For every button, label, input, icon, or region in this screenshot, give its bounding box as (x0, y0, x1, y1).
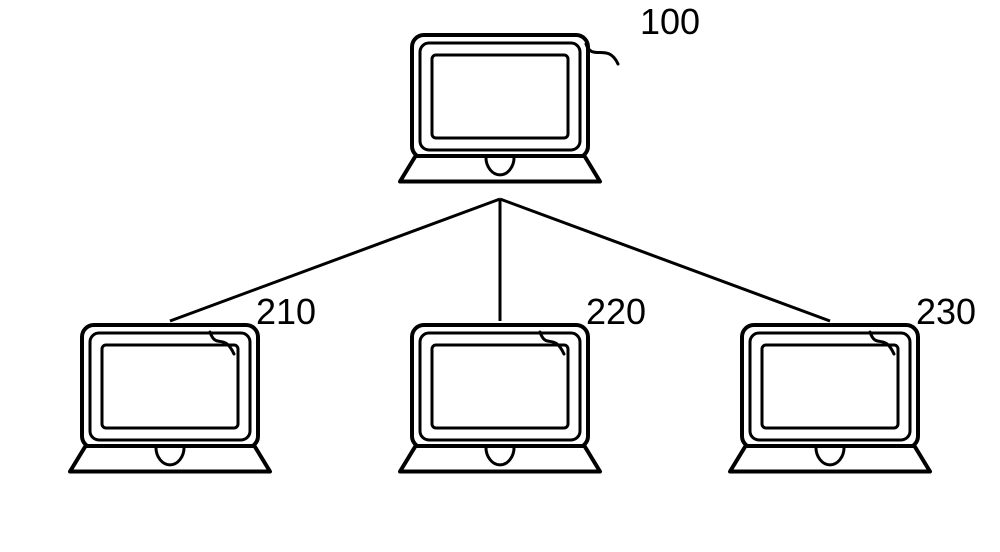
laptop-node-n220 (400, 325, 600, 472)
node-label-n210: 210 (256, 291, 316, 332)
leader-line (586, 44, 618, 64)
node-label-n100: 100 (640, 1, 700, 42)
edge (170, 199, 500, 321)
laptop-node-n230 (730, 325, 930, 472)
node-label-n220: 220 (586, 291, 646, 332)
diagram-canvas: 100 210 220 230 (0, 0, 1000, 552)
edge (500, 199, 830, 321)
node-label-n230: 230 (916, 291, 976, 332)
laptop-node-n210 (70, 325, 270, 472)
laptop-node-n100 (400, 35, 600, 182)
